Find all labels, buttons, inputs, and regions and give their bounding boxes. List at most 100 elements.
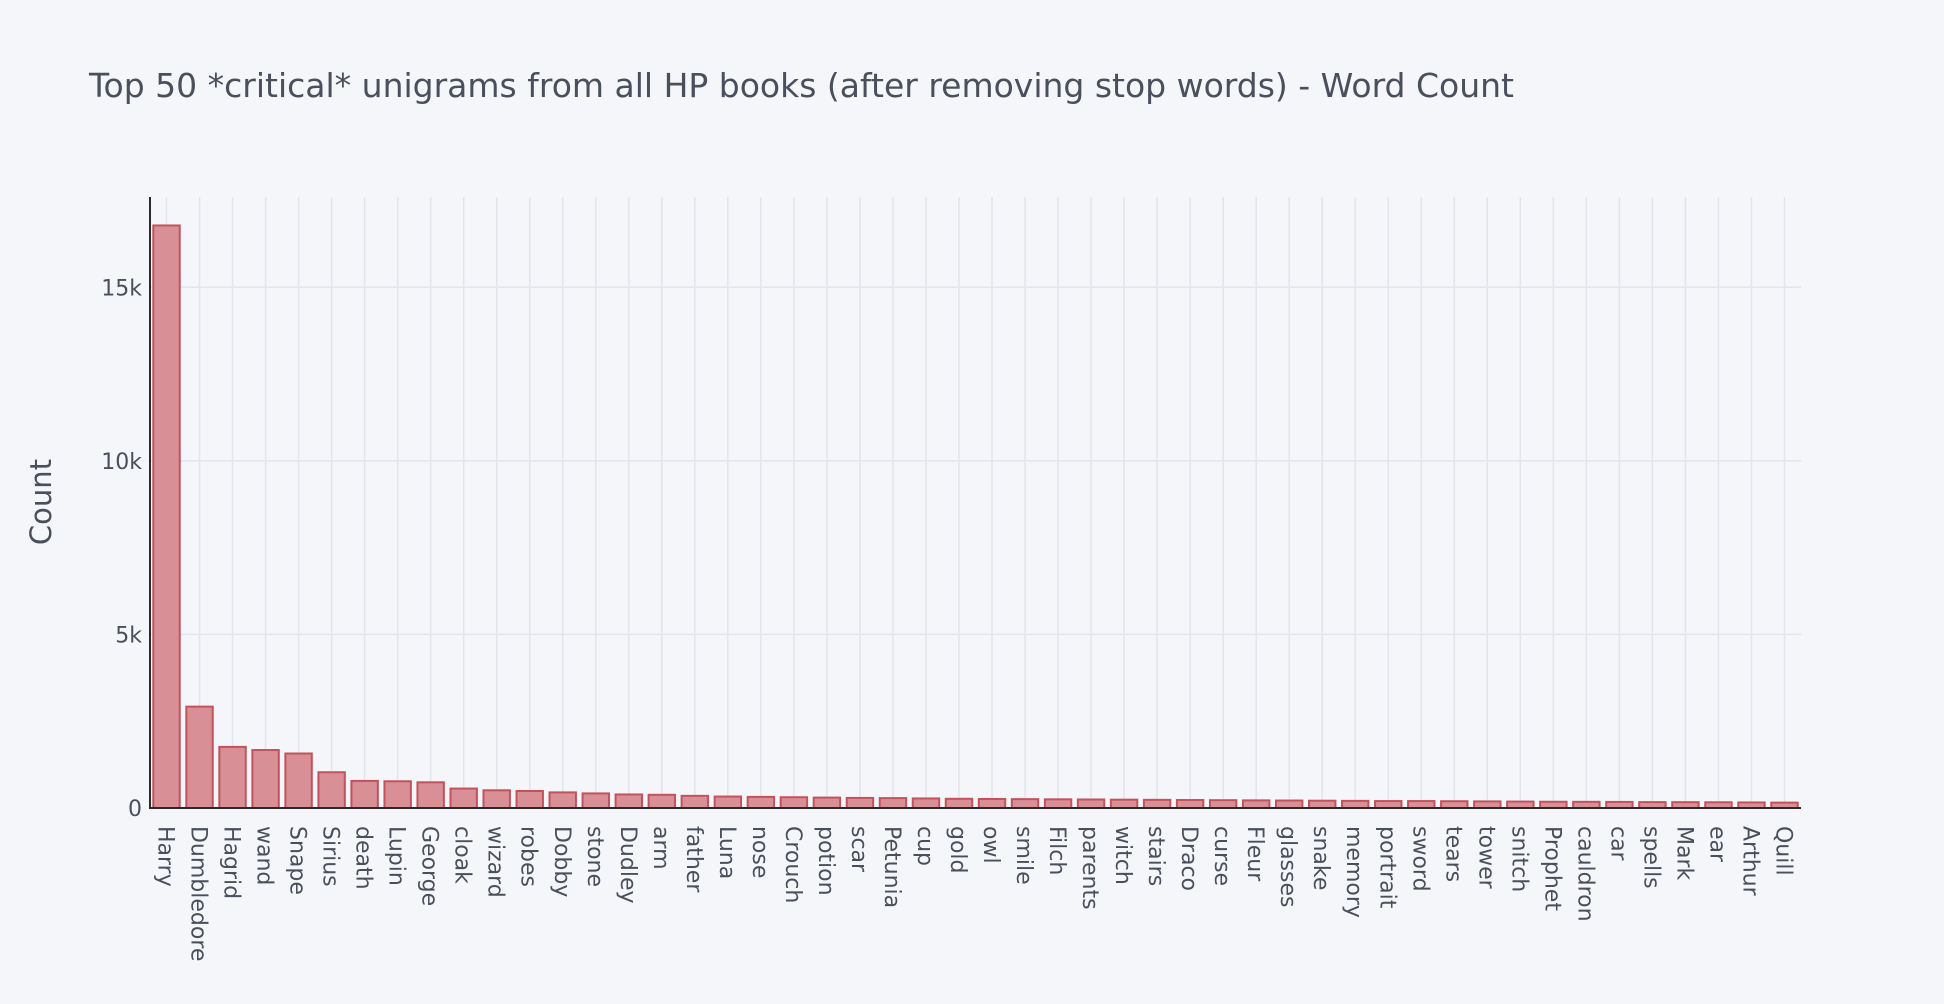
bar-death[interactable] bbox=[350, 779, 379, 809]
x-tick-label: tears bbox=[1440, 826, 1465, 882]
bar-smile[interactable] bbox=[1010, 798, 1040, 810]
bar-wizard[interactable] bbox=[482, 789, 511, 809]
y-tick-labels: 0 5k 10k 15k bbox=[101, 276, 142, 822]
x-tick-label: tower bbox=[1473, 826, 1498, 890]
x-tick-label: cauldron bbox=[1572, 826, 1597, 922]
x-tick-label: death bbox=[351, 826, 376, 890]
x-tick-label: memory bbox=[1341, 826, 1366, 918]
bar-scar[interactable] bbox=[845, 796, 875, 809]
x-tick-label: gold bbox=[945, 826, 970, 874]
x-tick-label: parents bbox=[1077, 826, 1102, 910]
bar-cloak[interactable] bbox=[449, 787, 478, 809]
x-tick-label: wand bbox=[252, 826, 277, 885]
bar-owl[interactable] bbox=[977, 797, 1007, 810]
x-tick-label: cloak bbox=[450, 826, 475, 884]
y-tick-label: 15k bbox=[101, 276, 142, 301]
bar-nose[interactable] bbox=[746, 795, 776, 810]
bar-curse[interactable] bbox=[1208, 799, 1238, 809]
x-tick-label: curse bbox=[1209, 826, 1234, 886]
bar-portrait[interactable] bbox=[1374, 800, 1403, 810]
x-tick-label: Harry bbox=[153, 826, 178, 887]
bar-draco[interactable] bbox=[1175, 799, 1205, 809]
bar-witch[interactable] bbox=[1109, 798, 1139, 809]
x-tick-label: Prophet bbox=[1539, 826, 1564, 911]
bar-snake[interactable] bbox=[1308, 799, 1337, 809]
bar-memory[interactable] bbox=[1341, 799, 1370, 810]
x-tick-label: car bbox=[1605, 826, 1630, 862]
x-tick-label: sword bbox=[1407, 826, 1432, 892]
x-tick-label: witch bbox=[1110, 826, 1135, 885]
x-tick-label: stairs bbox=[1143, 826, 1168, 886]
x-tick-label: Fleur bbox=[1242, 826, 1267, 882]
x-tick-label: snake bbox=[1308, 826, 1333, 890]
x-gridlines bbox=[165, 197, 1786, 808]
bar-father[interactable] bbox=[680, 794, 710, 809]
x-tick-labels: Harry Dumbledore Hagrid wand Snape Sirius deat… bbox=[153, 826, 1796, 961]
x-tick-label: Petunia bbox=[879, 826, 904, 908]
x-tick-label: Snape bbox=[285, 826, 310, 895]
y-tick-label: 0 bbox=[128, 797, 142, 822]
y-tick-label: 10k bbox=[101, 450, 142, 475]
y-gridlines bbox=[150, 286, 1801, 636]
bar-gold[interactable] bbox=[944, 797, 974, 810]
bar-dumbledore[interactable] bbox=[185, 705, 214, 809]
bar-luna[interactable] bbox=[713, 795, 743, 810]
bar-petunia[interactable] bbox=[878, 797, 908, 809]
bar-dudley[interactable] bbox=[614, 793, 643, 810]
bar-stairs[interactable] bbox=[1142, 798, 1172, 809]
x-tick-label: Filch bbox=[1044, 826, 1069, 875]
bar-robes[interactable] bbox=[515, 789, 544, 809]
x-tick-label: portrait bbox=[1374, 826, 1399, 909]
x-tick-label: stone bbox=[582, 826, 607, 887]
x-tick-label: father bbox=[681, 826, 706, 893]
x-tick-label: Sirius bbox=[318, 826, 343, 887]
x-tick-label: Dobby bbox=[549, 826, 574, 897]
bar-crouch[interactable] bbox=[779, 796, 809, 810]
x-tick-label: arm bbox=[648, 826, 673, 870]
y-tick-label: 5k bbox=[115, 623, 142, 648]
x-tick-label: spells bbox=[1638, 826, 1663, 889]
bar-parents[interactable] bbox=[1076, 798, 1106, 810]
x-tick-label: cup bbox=[912, 826, 937, 866]
bar-sirius[interactable] bbox=[317, 771, 346, 809]
bar-dobby[interactable] bbox=[548, 791, 577, 810]
bar-filch[interactable] bbox=[1043, 798, 1073, 810]
bar-arm[interactable] bbox=[647, 793, 677, 810]
x-tick-label: smile bbox=[1011, 826, 1036, 885]
y-axis-title: Count bbox=[24, 459, 58, 545]
bar-harry[interactable] bbox=[152, 224, 181, 809]
bar-potion[interactable] bbox=[812, 796, 842, 809]
x-tick-label: robes bbox=[516, 826, 541, 887]
x-tick-label: wizard bbox=[483, 826, 508, 898]
x-tick-label: Arthur bbox=[1737, 826, 1762, 897]
bar-tears[interactable] bbox=[1440, 800, 1469, 810]
bar-glasses[interactable] bbox=[1274, 799, 1304, 809]
x-tick-label: Lupin bbox=[384, 826, 409, 886]
bar-snape[interactable] bbox=[284, 752, 313, 810]
bar-hagrid[interactable] bbox=[218, 745, 247, 810]
bar-george[interactable] bbox=[416, 781, 445, 810]
bar-stone[interactable] bbox=[581, 792, 610, 809]
x-tick-label: Dumbledore bbox=[186, 826, 211, 961]
x-tick-label: ear bbox=[1704, 826, 1729, 863]
x-tick-label: Dudley bbox=[615, 826, 640, 904]
x-tick-label: owl bbox=[978, 826, 1003, 864]
bar-fleur[interactable] bbox=[1241, 799, 1271, 809]
x-tick-label: George bbox=[417, 826, 442, 906]
x-tick-label: glasses bbox=[1275, 826, 1300, 907]
bar-wand[interactable] bbox=[251, 749, 280, 809]
bar-cup[interactable] bbox=[911, 797, 941, 809]
x-tick-label: nose bbox=[747, 826, 772, 878]
x-tick-label: Hagrid bbox=[219, 826, 244, 899]
x-tick-label: snitch bbox=[1506, 826, 1531, 892]
chart-title: Top 50 *critical* unigrams from all HP b… bbox=[88, 66, 1514, 105]
x-tick-label: Luna bbox=[714, 826, 739, 879]
x-tick-label: Crouch bbox=[780, 826, 805, 903]
bar-lupin[interactable] bbox=[383, 780, 412, 809]
bar-sword[interactable] bbox=[1407, 800, 1436, 810]
x-tick-label: potion bbox=[813, 826, 838, 896]
x-tick-label: Quill bbox=[1770, 826, 1795, 876]
x-tick-label: Draco bbox=[1176, 826, 1201, 891]
x-tick-label: scar bbox=[846, 826, 871, 873]
